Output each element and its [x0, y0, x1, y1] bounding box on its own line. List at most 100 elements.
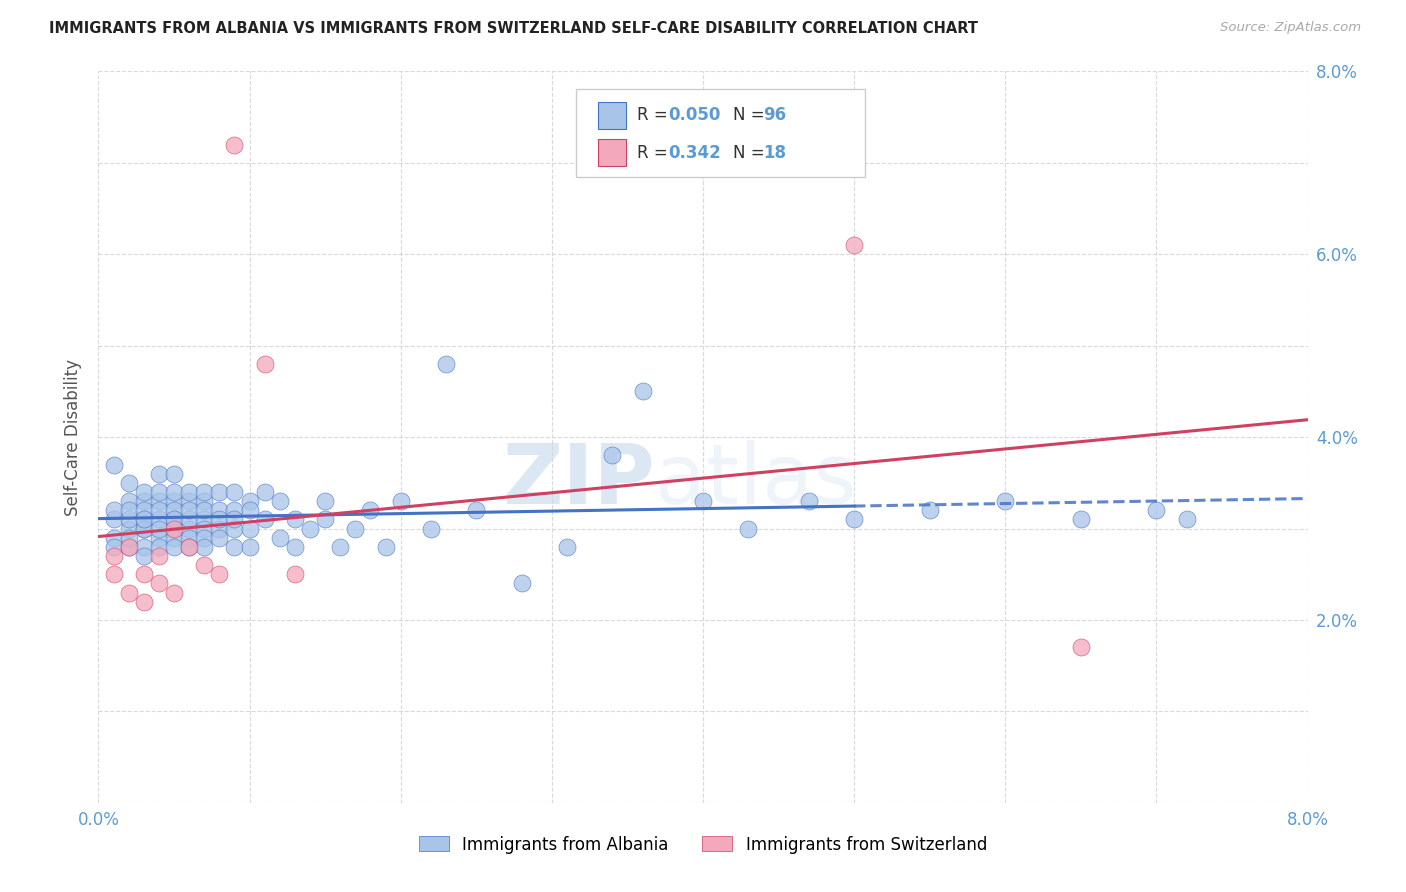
Point — [1070, 640, 1092, 655]
Point — [132, 485, 155, 500]
Point — [844, 238, 866, 252]
Point — [602, 449, 624, 463]
Point — [737, 521, 759, 535]
Point — [148, 467, 170, 481]
Point — [299, 521, 322, 535]
Point — [103, 512, 125, 526]
Point — [148, 494, 170, 508]
Text: atlas: atlas — [655, 441, 856, 522]
Point — [132, 494, 155, 508]
Point — [389, 494, 412, 508]
Legend: Immigrants from Albania, Immigrants from Switzerland: Immigrants from Albania, Immigrants from… — [412, 829, 994, 860]
Point — [132, 503, 155, 517]
Point — [314, 494, 336, 508]
Point — [269, 494, 291, 508]
Point — [631, 384, 654, 399]
Text: N =: N = — [733, 144, 769, 161]
Point — [208, 512, 231, 526]
Point — [132, 521, 155, 535]
Point — [844, 512, 866, 526]
Point — [208, 567, 231, 582]
Point — [510, 576, 533, 591]
Point — [193, 558, 215, 573]
Point — [148, 576, 170, 591]
Point — [179, 503, 201, 517]
Point — [132, 549, 155, 563]
Text: 18: 18 — [763, 144, 786, 161]
Point — [179, 521, 201, 535]
Point — [1146, 503, 1168, 517]
Point — [103, 567, 125, 582]
Point — [224, 521, 246, 535]
Point — [132, 540, 155, 554]
Point — [163, 531, 186, 545]
Point — [1175, 512, 1198, 526]
Point — [465, 503, 488, 517]
Point — [163, 521, 186, 535]
Point — [118, 540, 141, 554]
Point — [103, 549, 125, 563]
Point — [193, 531, 215, 545]
Point — [103, 503, 125, 517]
Point — [118, 521, 141, 535]
Text: N =: N = — [733, 106, 769, 124]
Point — [103, 540, 125, 554]
Point — [208, 485, 231, 500]
Point — [208, 521, 231, 535]
Point — [148, 521, 170, 535]
Point — [253, 485, 276, 500]
Point — [179, 540, 201, 554]
Point — [103, 458, 125, 472]
Point — [179, 512, 201, 526]
Point — [179, 540, 201, 554]
Point — [224, 540, 246, 554]
Point — [148, 549, 170, 563]
Point — [284, 512, 307, 526]
Point — [239, 540, 262, 554]
Text: R =: R = — [637, 106, 673, 124]
Point — [118, 512, 141, 526]
Point — [118, 475, 141, 490]
Text: R =: R = — [637, 144, 673, 161]
Point — [118, 585, 141, 599]
Point — [994, 494, 1017, 508]
Point — [269, 531, 291, 545]
Text: 96: 96 — [763, 106, 786, 124]
Point — [284, 540, 307, 554]
Point — [163, 494, 186, 508]
Point — [314, 512, 336, 526]
Point — [329, 540, 352, 554]
Point — [148, 503, 170, 517]
Point — [132, 567, 155, 582]
Point — [193, 540, 215, 554]
Point — [193, 503, 215, 517]
Point — [193, 494, 215, 508]
Point — [434, 357, 457, 371]
Point — [163, 585, 186, 599]
Y-axis label: Self-Care Disability: Self-Care Disability — [65, 359, 83, 516]
Point — [132, 512, 155, 526]
Point — [163, 512, 186, 526]
Point — [179, 531, 201, 545]
Point — [374, 540, 396, 554]
Point — [132, 595, 155, 609]
Point — [344, 521, 367, 535]
Point — [224, 137, 246, 152]
Point — [208, 531, 231, 545]
Point — [284, 567, 307, 582]
Point — [253, 512, 276, 526]
Point — [118, 503, 141, 517]
Point — [239, 503, 262, 517]
Point — [179, 485, 201, 500]
Point — [148, 485, 170, 500]
Point — [239, 521, 262, 535]
Point — [1070, 512, 1092, 526]
Point — [118, 531, 141, 545]
Point — [208, 503, 231, 517]
Point — [253, 357, 276, 371]
Point — [118, 494, 141, 508]
Point — [132, 521, 155, 535]
Point — [163, 485, 186, 500]
Point — [224, 512, 246, 526]
Point — [555, 540, 578, 554]
